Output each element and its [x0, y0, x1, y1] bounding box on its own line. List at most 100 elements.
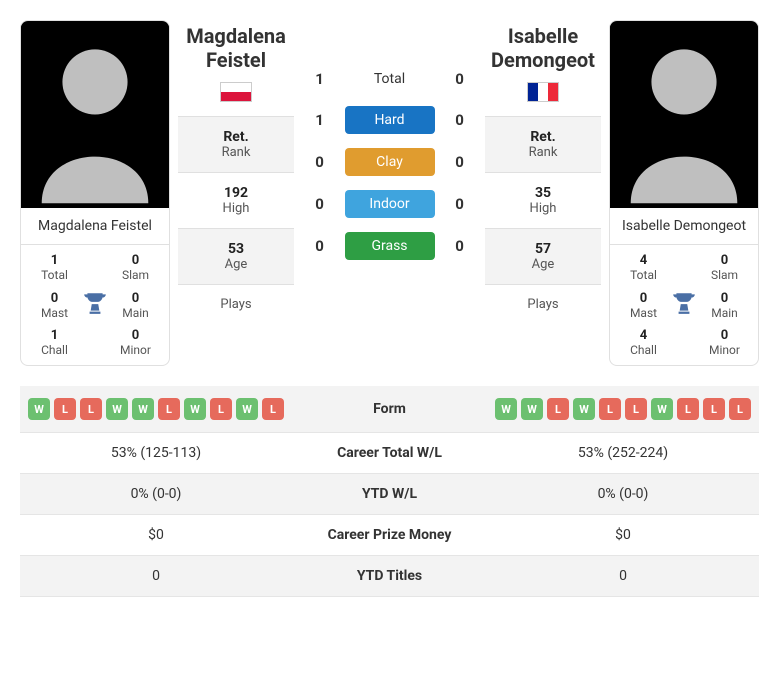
comparison-label: Career Total W/L [292, 433, 487, 474]
h2h-p2-score: 0 [445, 153, 475, 171]
comparison-p1: 0% (0-0) [20, 474, 292, 515]
player1-info: Magdalena Feistel Ret.Rank 192High 53Age… [178, 20, 294, 366]
form-badge: W [132, 398, 154, 420]
player1-age: 53Age [178, 228, 294, 284]
player1-high: 192High [178, 172, 294, 228]
comparison-label: Career Prize Money [292, 515, 487, 556]
player2-card: Isabelle Demongeot 4Total 0Slam 0Mast 0M… [609, 20, 759, 366]
form-badge: W [28, 398, 50, 420]
player2-minor: 0Minor [697, 328, 752, 357]
form-badge: L [625, 398, 647, 420]
comparison-row: $0Career Prize Money$0 [20, 515, 759, 556]
comparison-label: YTD Titles [292, 556, 487, 597]
form-badge: L [547, 398, 569, 420]
player1-chall: 1Chall [27, 328, 82, 357]
comparison-p2: 53% (252-224) [487, 433, 759, 474]
form-badge: L [54, 398, 76, 420]
h2h-column: 1Total01Hard00Clay00Indoor00Grass0 [302, 20, 477, 366]
player1-flag [178, 76, 294, 116]
comparison-p2: 0% (0-0) [487, 474, 759, 515]
player1-plays: Plays [178, 284, 294, 324]
player2-flag [485, 76, 601, 116]
h2h-p1-score: 0 [305, 153, 335, 171]
h2h-p2-score: 0 [445, 70, 475, 88]
form-badge: L [80, 398, 102, 420]
player2-plays: Plays [485, 284, 601, 324]
player2-age: 57Age [485, 228, 601, 284]
h2h-row: 1 Total 0 [305, 70, 475, 88]
form-badge: L [703, 398, 725, 420]
h2h-p2-score: 0 [445, 111, 475, 129]
player1-total: 1Total [27, 253, 82, 282]
h2h-p1-score: 0 [305, 195, 335, 213]
player1-photo [21, 21, 169, 208]
surface-pill: Indoor [345, 190, 435, 218]
comparison-p2: $0 [487, 515, 759, 556]
h2h-row: 1 Hard 0 [305, 106, 475, 134]
surface-pill: Clay [345, 148, 435, 176]
player2-name: Isabelle Demongeot [485, 20, 601, 76]
h2h-row: 0Grass0 [305, 232, 475, 260]
flag-fr-icon [527, 82, 559, 102]
h2h-total-label: Total [345, 71, 435, 87]
surface-pill: Hard [345, 106, 435, 134]
player2-main: 0Main [697, 291, 752, 320]
form-row: WWLWLLWLLL [495, 398, 751, 420]
form-badge: W [106, 398, 128, 420]
h2h-row: 0 Clay 0 [305, 148, 475, 176]
comparison-p2: WWLWLLWLLL [487, 386, 759, 433]
form-badge: W [573, 398, 595, 420]
comparison-p2: 0 [487, 556, 759, 597]
player2-titles: 4Total 0Slam 0Mast 0Main 4Chall 0Minor [610, 245, 758, 365]
player1-minor: 0Minor [108, 328, 163, 357]
trophy-icon [82, 290, 108, 320]
comparison-row: 0% (0-0)YTD W/L0% (0-0) [20, 474, 759, 515]
comparison-p1: WLLWWLWLWL [20, 386, 292, 433]
surface-pill: Grass [345, 232, 435, 260]
comparison-p1: $0 [20, 515, 292, 556]
form-badge: L [262, 398, 284, 420]
form-badge: L [729, 398, 751, 420]
player2-info: Isabelle Demongeot Ret.Rank 35High 57Age… [485, 20, 601, 366]
comparison-table: WLLWWLWLWLFormWWLWLLWLLL53% (125-113)Car… [20, 386, 759, 597]
h2h-row: 0 Indoor 0 [305, 190, 475, 218]
player2-name-caption: Isabelle Demongeot [610, 208, 758, 245]
player2-total: 4Total [616, 253, 671, 282]
h2h-p2-score: 0 [445, 195, 475, 213]
comparison-row: 0YTD Titles0 [20, 556, 759, 597]
form-badge: L [599, 398, 621, 420]
comparison-row: WLLWWLWLWLFormWWLWLLWLLL [20, 386, 759, 433]
player1-name-caption: Magdalena Feistel [21, 208, 169, 245]
silhouette-icon [21, 21, 169, 208]
player2-high: 35High [485, 172, 601, 228]
silhouette-icon [610, 21, 758, 208]
trophy-icon [671, 290, 697, 320]
h2h-p1-score: 1 [305, 70, 335, 88]
h2h-p1-score: 1 [305, 111, 335, 129]
form-badge: W [184, 398, 206, 420]
player1-titles: 1Total 0Slam 0Mast 0Main 1Chall 0Minor [21, 245, 169, 365]
player1-mast: 0Mast [27, 291, 82, 320]
player2-mast: 0Mast [616, 291, 671, 320]
player1-name: Magdalena Feistel [178, 20, 294, 76]
form-badge: W [521, 398, 543, 420]
comparison-label: Form [292, 386, 487, 433]
player2-chall: 4Chall [616, 328, 671, 357]
form-badge: W [651, 398, 673, 420]
form-badge: W [236, 398, 258, 420]
player2-photo [610, 21, 758, 208]
form-badge: L [210, 398, 232, 420]
player1-card: Magdalena Feistel 1Total 0Slam 0Mast 0Ma… [20, 20, 170, 366]
form-row: WLLWWLWLWL [28, 398, 284, 420]
form-badge: L [677, 398, 699, 420]
comparison-header: Magdalena Feistel 1Total 0Slam 0Mast 0Ma… [20, 20, 759, 366]
comparison-p1: 53% (125-113) [20, 433, 292, 474]
h2h-p1-score: 0 [305, 237, 335, 255]
form-badge: L [158, 398, 180, 420]
player1-main: 0Main [108, 291, 163, 320]
player2-rank: Ret.Rank [485, 116, 601, 172]
player1-rank: Ret.Rank [178, 116, 294, 172]
player2-slam: 0Slam [697, 253, 752, 282]
comparison-p1: 0 [20, 556, 292, 597]
flag-pl-icon [220, 82, 252, 102]
